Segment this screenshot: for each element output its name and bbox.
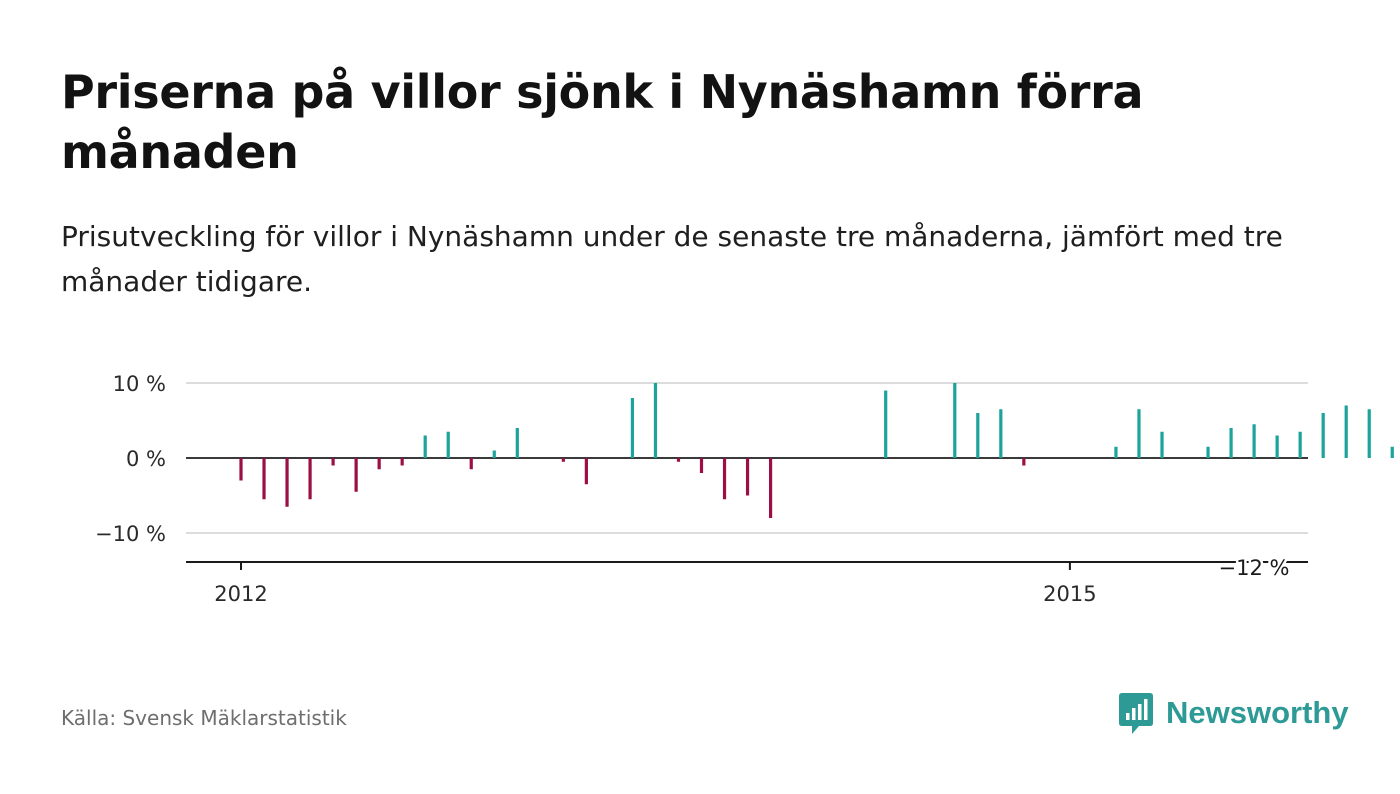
bar <box>1298 431 1302 458</box>
bar <box>976 413 980 458</box>
bar <box>561 458 565 462</box>
last-value-annotation: −12 % <box>1219 556 1290 580</box>
newsworthy-logo-icon <box>1119 693 1153 734</box>
bar <box>722 458 727 500</box>
bar <box>1114 446 1118 458</box>
bar <box>1229 428 1233 458</box>
bar <box>377 458 381 470</box>
bar <box>331 458 335 466</box>
y-tick-label: −10 % <box>95 522 166 546</box>
bar <box>515 428 519 458</box>
newsworthy-logo[interactable]: Newsworthy <box>1118 690 1349 736</box>
bar <box>1022 458 1026 466</box>
bar-chart: 10 %0 %−10 % 20122015201820212023 −12 % <box>95 372 1394 606</box>
bar <box>354 458 358 492</box>
y-axis-labels: 10 % 0 % −10 % <box>95 372 166 546</box>
bar <box>1252 424 1256 458</box>
bar <box>469 458 473 470</box>
bar <box>584 458 588 485</box>
brand-name: Newsworthy <box>1166 695 1349 730</box>
bar <box>999 409 1003 458</box>
bar <box>1367 409 1371 458</box>
bar <box>1321 413 1325 458</box>
page-title: Priserna på villor sjönk i Nynäshamn för… <box>61 65 1144 179</box>
x-axis-labels: 20122015201820212023 <box>214 582 1096 606</box>
y-tick-label: 0 % <box>126 447 166 471</box>
bar <box>492 450 496 458</box>
bar <box>653 383 658 458</box>
bar <box>699 458 704 473</box>
bar <box>1160 431 1164 458</box>
bar <box>1344 405 1348 458</box>
bar <box>423 435 427 458</box>
bar <box>446 431 450 458</box>
source-note: Källa: Svensk Mäklarstatistik <box>61 706 347 730</box>
x-tick-label: 2015 <box>1043 582 1096 606</box>
page-subtitle: Prisutveckling för villor i Nynäshamn un… <box>61 220 1283 298</box>
bar <box>239 458 243 481</box>
bar <box>676 458 681 462</box>
bar <box>308 458 312 500</box>
bar <box>1137 409 1141 458</box>
bar <box>768 458 773 518</box>
bar <box>630 398 635 458</box>
bar <box>884 390 888 458</box>
bar <box>745 458 750 496</box>
bars <box>239 383 1394 518</box>
bar <box>285 458 289 507</box>
x-axis <box>186 561 1308 570</box>
y-tick-label: 10 % <box>113 372 166 396</box>
bar <box>400 458 404 466</box>
bar <box>953 383 957 458</box>
bar <box>1275 435 1279 458</box>
x-tick-label: 2012 <box>214 582 267 606</box>
bar <box>1206 446 1210 458</box>
bar <box>262 458 266 500</box>
bar <box>1390 446 1394 458</box>
